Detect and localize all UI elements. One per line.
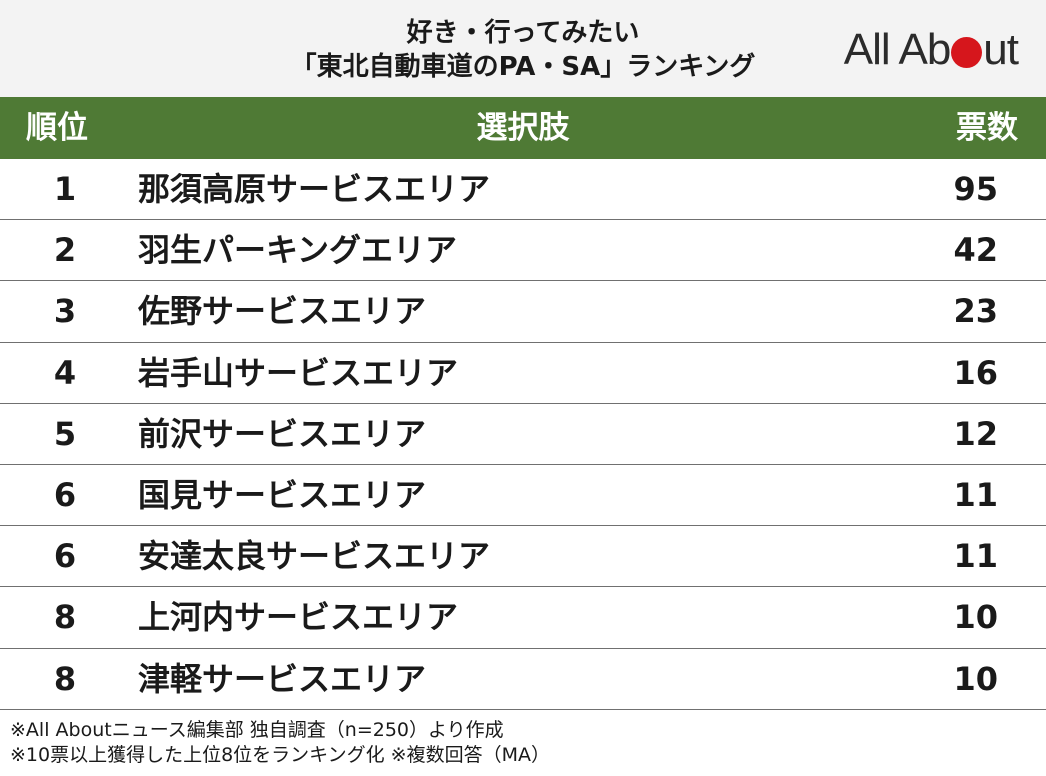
- logo-dot-icon: [951, 37, 983, 68]
- choice-cell: 前沢サービスエリア: [138, 414, 427, 453]
- column-header-rank: 順位: [26, 110, 88, 146]
- votes-cell: 11: [953, 475, 998, 514]
- choice-cell: 津軽サービスエリア: [138, 659, 427, 698]
- table-row: 4 岩手山サービスエリア 16: [0, 343, 1046, 404]
- votes-cell: 12: [953, 414, 998, 453]
- table-header: 順位 選択肢 票数: [0, 97, 1046, 159]
- title-line-2: 「東北自動車道のPA・SA」ランキング: [290, 52, 756, 82]
- page-title: 好き・行ってみたい 「東北自動車道のPA・SA」ランキング: [0, 16, 1046, 84]
- choice-cell: 佐野サービスエリア: [138, 292, 427, 331]
- choice-cell: 岩手山サービスエリア: [138, 353, 459, 392]
- rank-cell: 2: [53, 231, 77, 270]
- table-row: 8 津軽サービスエリア 10: [0, 649, 1046, 710]
- logo-text-left: All Ab: [843, 25, 952, 74]
- choice-cell: 上河内サービスエリア: [138, 598, 459, 637]
- rank-cell: 5: [53, 414, 77, 453]
- footnotes: ※All Aboutニュース編集部 独自調査（n=250）より作成 ※10票以上…: [10, 718, 550, 768]
- rank-cell: 8: [53, 659, 77, 698]
- choice-cell: 羽生パーキングエリア: [138, 231, 458, 270]
- votes-cell: 10: [953, 598, 998, 637]
- votes-cell: 95: [953, 170, 998, 208]
- table-row: 6 国見サービスエリア 11: [0, 465, 1046, 527]
- rank-cell: 3: [53, 292, 77, 331]
- table-row: 8 上河内サービスエリア 10: [0, 587, 1046, 649]
- all-about-logo: All Ab ut: [843, 22, 1019, 78]
- table-row: 6 安達太良サービスエリア 11: [0, 526, 1046, 588]
- choice-cell: 那須高原サービスエリア: [138, 170, 491, 208]
- rank-cell: 4: [53, 353, 77, 392]
- votes-cell: 16: [953, 353, 998, 392]
- choice-cell: 国見サービスエリア: [138, 475, 427, 514]
- footnote-source: ※All Aboutニュース編集部 独自調査（n=250）より作成: [10, 719, 504, 741]
- rank-cell: 1: [53, 170, 77, 208]
- votes-cell: 42: [953, 231, 998, 270]
- header: 好き・行ってみたい 「東北自動車道のPA・SA」ランキング All Ab ut: [0, 0, 1046, 97]
- votes-cell: 11: [953, 537, 998, 576]
- votes-cell: 23: [953, 292, 998, 331]
- table-row: 2 羽生パーキングエリア 42: [0, 220, 1046, 282]
- column-header-votes: 票数: [956, 110, 1018, 146]
- ranking-table: 1 那須高原サービスエリア 95 2 羽生パーキングエリア 42 3 佐野サービ…: [0, 159, 1046, 710]
- footnote-method: ※10票以上獲得した上位8位をランキング化 ※複数回答（MA）: [10, 744, 550, 766]
- title-line-1: 好き・行ってみたい: [406, 18, 640, 48]
- rank-cell: 6: [53, 537, 77, 576]
- rank-cell: 8: [53, 598, 77, 637]
- choice-cell: 安達太良サービスエリア: [138, 537, 491, 576]
- rank-cell: 6: [53, 475, 77, 514]
- table-row: 1 那須高原サービスエリア 95: [0, 159, 1046, 221]
- votes-cell: 10: [953, 659, 998, 698]
- table-row: 3 佐野サービスエリア 23: [0, 281, 1046, 343]
- column-header-choice: 選択肢: [476, 110, 570, 146]
- logo-text-right: ut: [983, 25, 1019, 74]
- table-row: 5 前沢サービスエリア 12: [0, 404, 1046, 465]
